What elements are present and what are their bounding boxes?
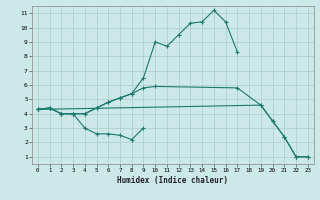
X-axis label: Humidex (Indice chaleur): Humidex (Indice chaleur) [117,176,228,185]
